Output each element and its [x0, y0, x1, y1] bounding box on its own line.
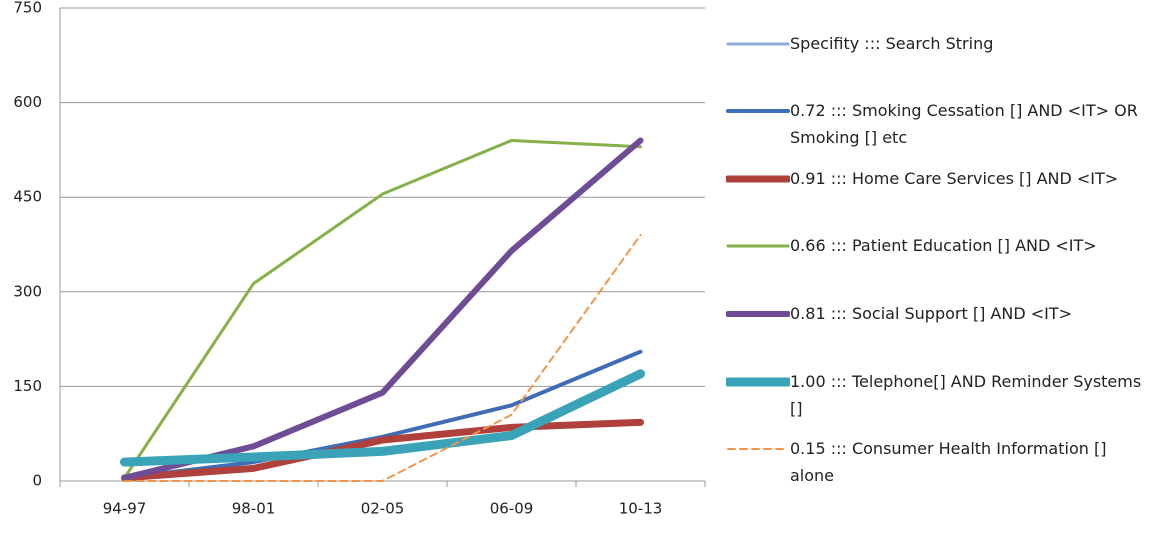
legend-label: 0.72 ::: Smoking Cessation [] AND <IT> O…	[790, 101, 1138, 147]
legend-entry: 0.66 ::: Patient Education [] AND <IT>	[726, 236, 1166, 259]
y-tick-label: 0	[32, 472, 42, 490]
y-tick-label: 750	[13, 0, 42, 17]
legend-entry: Specifity ::: Search String	[726, 34, 1166, 57]
legend-entry: 0.91 ::: Home Care Services [] AND <IT>	[726, 169, 1166, 192]
legend-entry: 0.15 ::: Consumer Health Information [] …	[726, 439, 1166, 489]
legend-swatch	[726, 377, 790, 387]
legend-swatch	[726, 42, 790, 46]
series-line	[121, 418, 644, 482]
series-line	[123, 234, 642, 482]
x-tick-label: 02-05	[361, 500, 405, 518]
legend-swatch	[726, 175, 790, 183]
legend-label: 0.66 ::: Patient Education [] AND <IT>	[790, 236, 1097, 255]
series-line	[120, 369, 645, 467]
legend-entry: 0.72 ::: Smoking Cessation [] AND <IT> O…	[726, 101, 1166, 151]
legend-label: Specifity ::: Search String	[790, 34, 994, 53]
x-tick-label: 10-13	[619, 500, 663, 518]
y-tick-label: 450	[13, 188, 42, 206]
legend-entry: 0.81 ::: Social Support [] AND <IT>	[726, 304, 1166, 327]
legend-label: 0.81 ::: Social Support [] AND <IT>	[790, 304, 1073, 323]
legend-entry: 1.00 ::: Telephone[] AND Reminder System…	[726, 372, 1166, 422]
x-tick-label: 94-97	[103, 500, 147, 518]
y-tick-label: 150	[13, 377, 42, 395]
series-line	[123, 138, 642, 480]
legend-swatch	[727, 448, 789, 450]
legend-swatch	[726, 109, 790, 113]
legend-label: 1.00 ::: Telephone[] AND Reminder System…	[790, 372, 1142, 418]
legend-swatch	[726, 244, 790, 248]
legend-swatch	[726, 311, 790, 317]
y-tick-label: 300	[13, 282, 42, 300]
legend-label: 0.15 ::: Consumer Health Information [] …	[790, 439, 1107, 485]
legend-label: 0.91 ::: Home Care Services [] AND <IT>	[790, 169, 1119, 188]
x-tick-label: 98-01	[232, 500, 276, 518]
y-tick-label: 600	[13, 93, 42, 111]
x-tick-label: 06-09	[490, 500, 534, 518]
